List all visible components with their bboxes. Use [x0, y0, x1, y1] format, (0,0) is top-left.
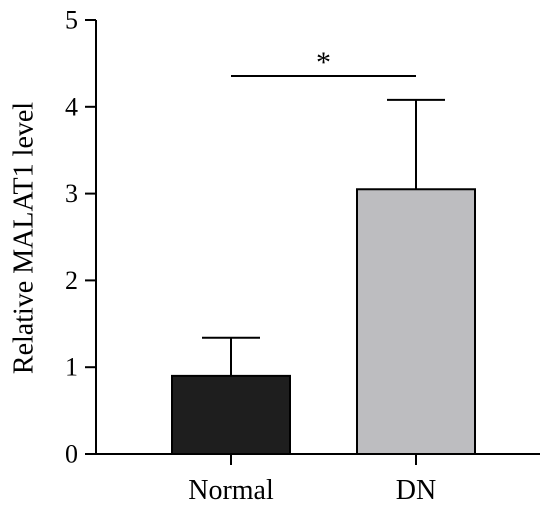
y-tick-label-3: 3: [65, 179, 78, 208]
x-tick-label-dn: DN: [396, 475, 436, 506]
y-tick-label-5: 5: [65, 6, 78, 35]
bars-group: [171, 98, 476, 456]
x-tick-label-normal: Normal: [188, 475, 274, 506]
y-tick-label-4: 4: [65, 92, 78, 121]
y-tick-label-0: 0: [65, 440, 78, 469]
y-axis: 0 1 2 3 4 5: [65, 6, 97, 469]
y-tick-label-2: 2: [65, 266, 78, 295]
y-tick-label-1: 1: [65, 353, 78, 382]
y-axis-label: Relative MALAT1 level: [8, 102, 39, 374]
significance-annotation: *: [231, 46, 416, 79]
bar-normal: [171, 374, 291, 456]
bar-dn: [356, 188, 476, 455]
significance-label: *: [316, 46, 331, 79]
x-axis: Normal DN: [96, 453, 540, 506]
